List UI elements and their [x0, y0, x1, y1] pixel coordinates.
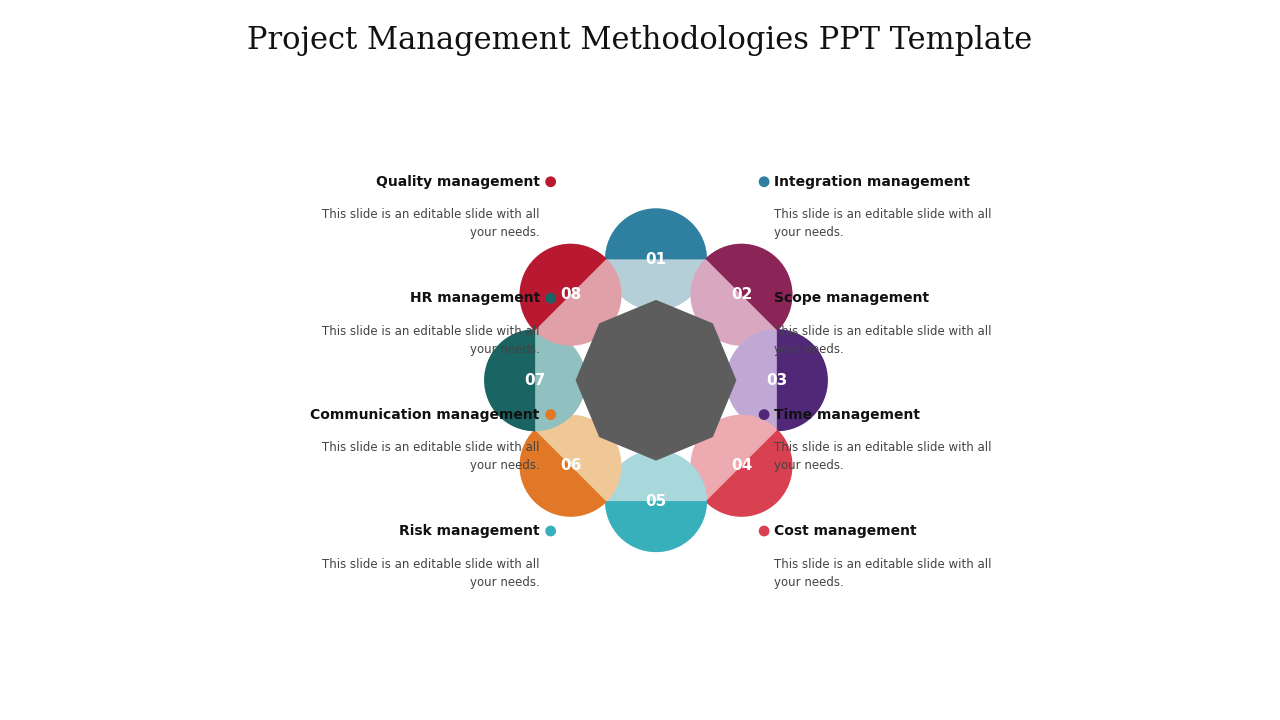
Circle shape: [605, 208, 707, 310]
Text: 05: 05: [645, 494, 667, 508]
Wedge shape: [605, 501, 707, 552]
Text: This slide is an editable slide with all
your needs.: This slide is an editable slide with all…: [323, 208, 540, 239]
Text: 07: 07: [525, 373, 545, 388]
Text: This slide is an editable slide with all
your needs.: This slide is an editable slide with all…: [323, 557, 540, 589]
Polygon shape: [576, 300, 736, 461]
Circle shape: [605, 450, 707, 552]
Circle shape: [520, 415, 622, 517]
Circle shape: [759, 526, 769, 536]
Wedge shape: [705, 244, 792, 330]
Wedge shape: [705, 430, 792, 517]
Text: This slide is an editable slide with all
your needs.: This slide is an editable slide with all…: [774, 557, 992, 589]
Circle shape: [484, 329, 586, 431]
Circle shape: [520, 244, 622, 346]
Text: This slide is an editable slide with all
your needs.: This slide is an editable slide with all…: [774, 325, 992, 356]
Wedge shape: [520, 244, 607, 330]
Circle shape: [726, 329, 828, 431]
Text: Quality management: Quality management: [376, 175, 540, 189]
Wedge shape: [520, 430, 607, 517]
Text: 08: 08: [559, 287, 581, 302]
Wedge shape: [605, 208, 707, 259]
Circle shape: [545, 293, 556, 304]
Text: Time management: Time management: [774, 408, 920, 422]
Circle shape: [759, 176, 769, 187]
Text: 01: 01: [645, 252, 667, 267]
Text: Project Management Methodologies PPT Template: Project Management Methodologies PPT Tem…: [247, 25, 1033, 56]
Text: Communication management: Communication management: [311, 408, 540, 422]
Text: 03: 03: [767, 373, 787, 388]
Text: Risk management: Risk management: [399, 524, 540, 538]
Circle shape: [545, 176, 556, 187]
Circle shape: [690, 244, 792, 346]
Circle shape: [545, 526, 556, 536]
Text: Cost management: Cost management: [774, 524, 916, 538]
Circle shape: [690, 415, 792, 517]
Text: Scope management: Scope management: [774, 291, 929, 305]
Text: 04: 04: [731, 458, 753, 473]
Text: 06: 06: [559, 458, 581, 473]
Text: This slide is an editable slide with all
your needs.: This slide is an editable slide with all…: [323, 325, 540, 356]
Wedge shape: [484, 329, 535, 431]
Text: This slide is an editable slide with all
your needs.: This slide is an editable slide with all…: [323, 441, 540, 472]
Text: Integration management: Integration management: [774, 175, 970, 189]
Text: This slide is an editable slide with all
your needs.: This slide is an editable slide with all…: [774, 208, 992, 239]
Circle shape: [759, 409, 769, 420]
Text: HR management: HR management: [410, 291, 540, 305]
Wedge shape: [777, 329, 828, 431]
Text: This slide is an editable slide with all
your needs.: This slide is an editable slide with all…: [774, 441, 992, 472]
Text: 02: 02: [731, 287, 753, 302]
Circle shape: [759, 293, 769, 304]
Circle shape: [545, 409, 556, 420]
